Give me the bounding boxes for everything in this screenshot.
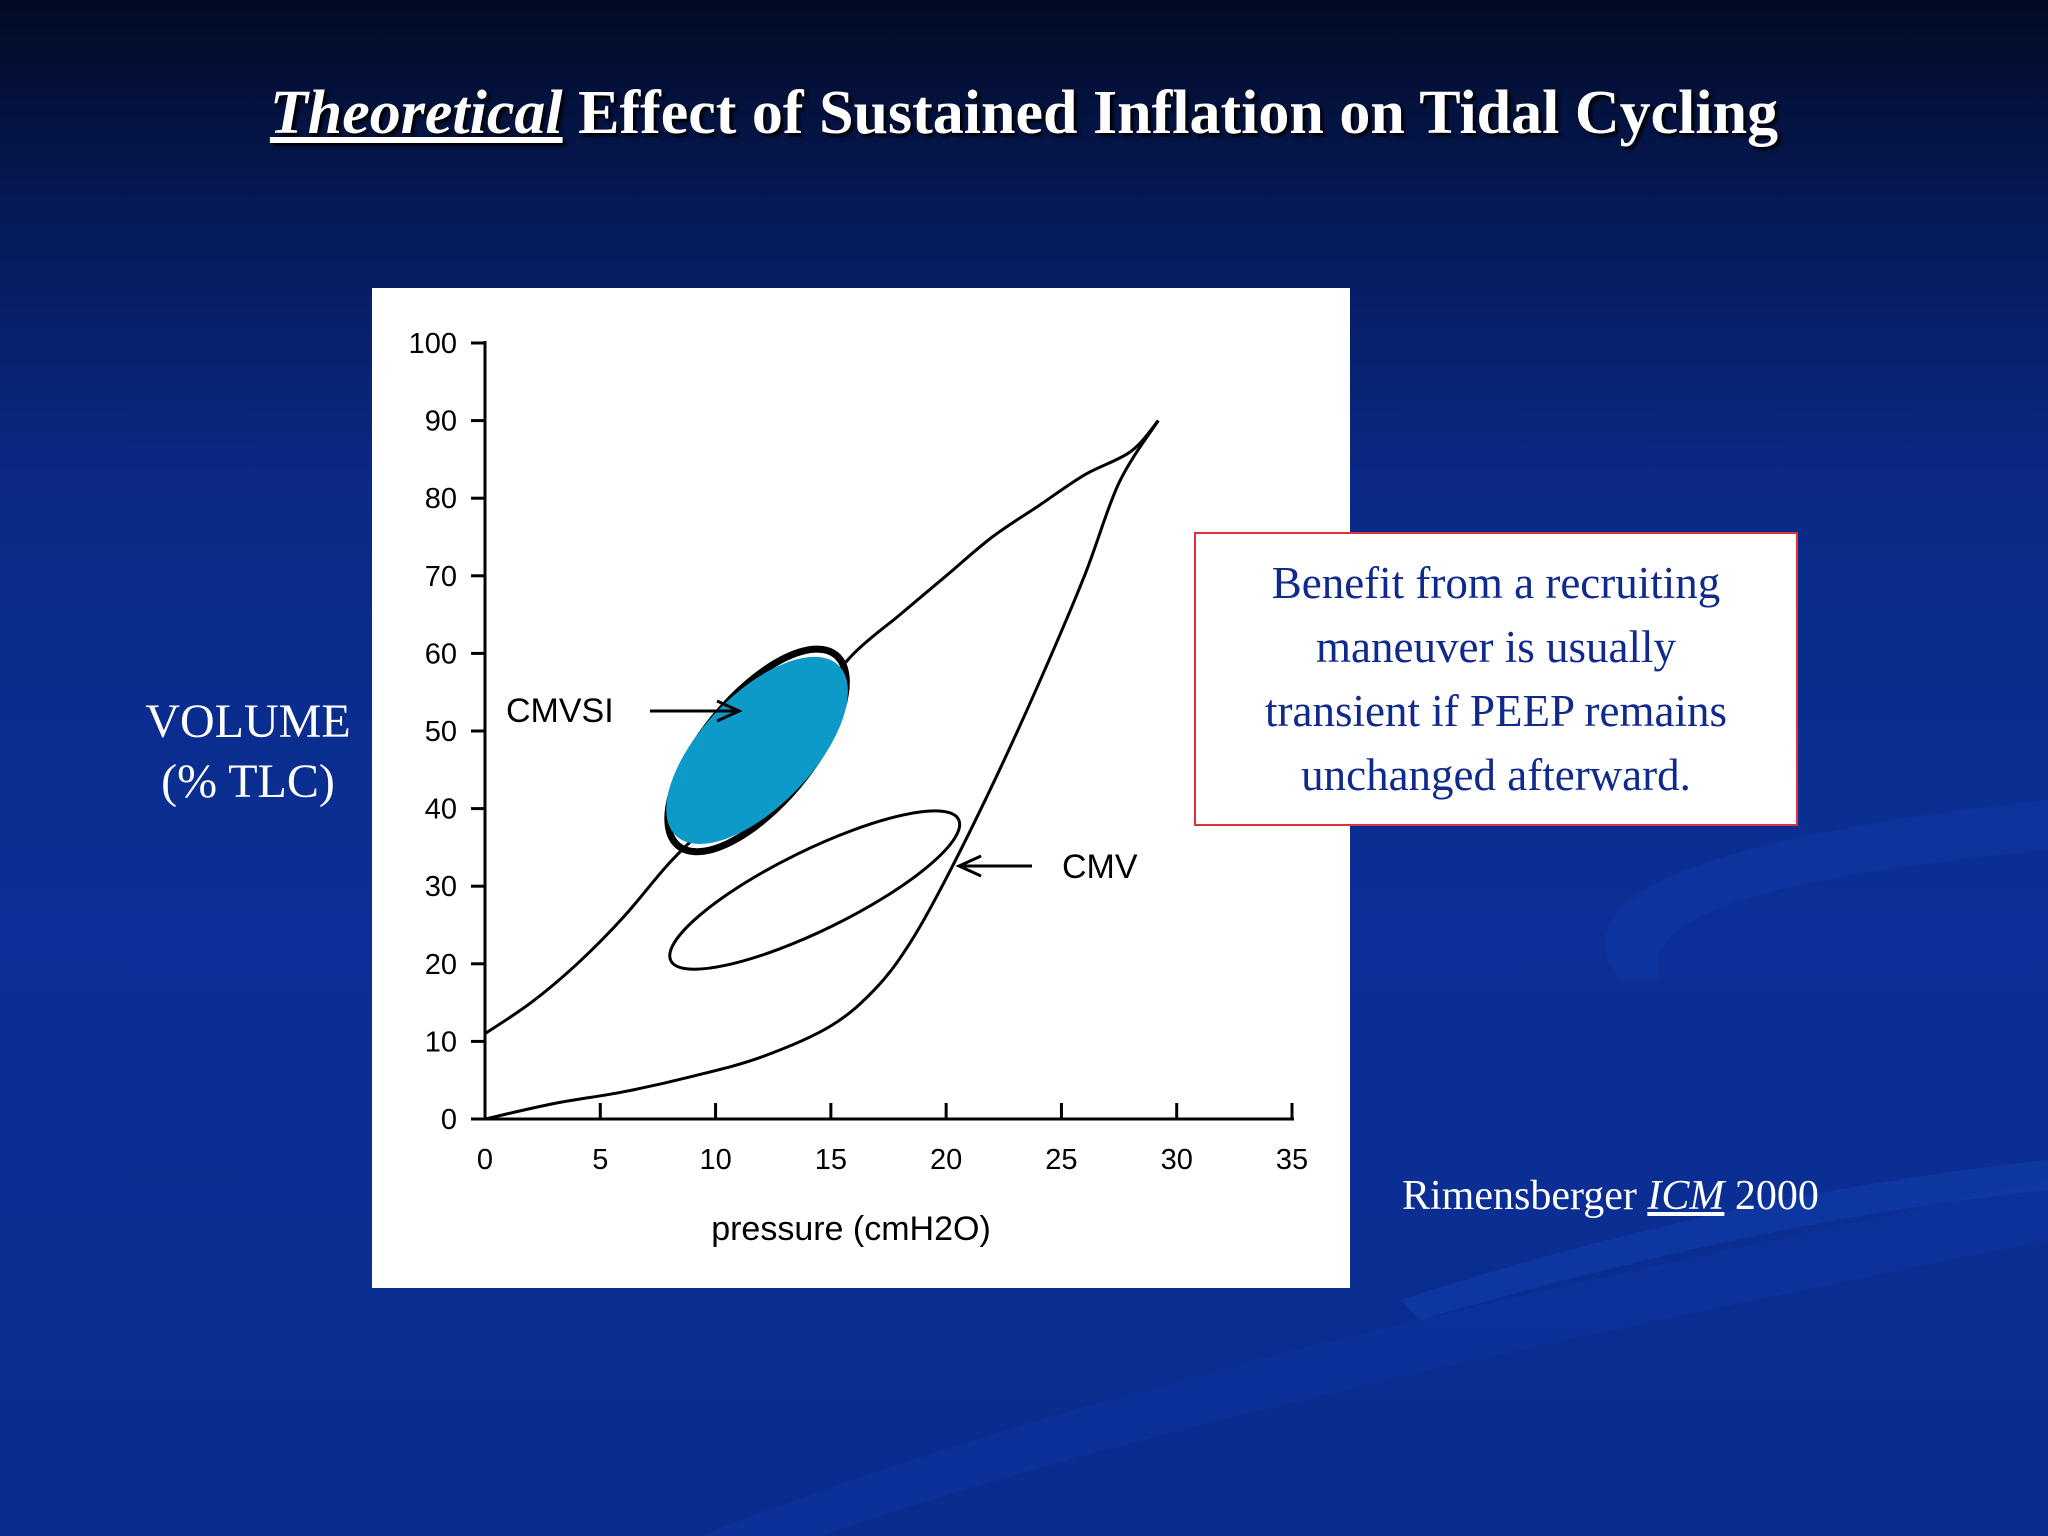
- title-rest: Effect of Sustained Inflation on Tidal C…: [562, 79, 1779, 147]
- cmvsi-arrow: [650, 699, 743, 723]
- y-axis-label-line1: VOLUME: [145, 695, 351, 748]
- title-emphasis: Theoretical: [269, 79, 563, 147]
- slide-title: Theoretical Effect of Sustained Inflatio…: [0, 78, 2048, 149]
- chart-curves: [484, 419, 1160, 1121]
- citation-author: Rimensberger: [1402, 1173, 1648, 1219]
- cmvsi-loop-fill: [666, 656, 848, 844]
- y-axis-label-line2: (% TLC): [161, 755, 335, 808]
- x-tick-label: 5: [592, 1144, 608, 1176]
- y-tick-label: 20: [425, 949, 457, 981]
- y-tick-label: 80: [425, 483, 457, 515]
- callout-line: unchanged afterward.: [1301, 750, 1691, 800]
- x-tick-label: 30: [1161, 1144, 1193, 1176]
- citation-year: 2000: [1724, 1173, 1819, 1219]
- cmv-loop: [668, 809, 962, 971]
- annotation-cmvsi: CMVSI: [506, 692, 614, 730]
- y-tick-label: 30: [425, 871, 457, 903]
- callout-line: transient if PEEP remains: [1265, 686, 1727, 736]
- cmv-arrow: [955, 854, 1032, 878]
- chart-panel: 0 5 10 15 20 25 30 35 0 10 20 30 40 50 60 70 80 90 100 CMV…: [372, 288, 1350, 1288]
- annotation-cmv: CMV: [1062, 848, 1138, 886]
- y-tick-label: 40: [425, 794, 457, 826]
- y-tick-label: 90: [425, 406, 457, 438]
- y-tick-label: 0: [441, 1104, 457, 1136]
- x-tick-label: 0: [477, 1144, 493, 1176]
- y-tick-label: 60: [425, 638, 457, 670]
- y-axis-label: VOLUME (% TLC): [118, 692, 378, 812]
- x-tick-label: 10: [699, 1144, 731, 1176]
- x-tick-label: 20: [930, 1144, 962, 1176]
- citation: Rimensberger ICM 2000: [1402, 1172, 1819, 1220]
- y-tick-label: 50: [425, 716, 457, 748]
- callout-box: Benefit from a recruiting maneuver is usu…: [1194, 532, 1798, 826]
- inflation-limb: [484, 419, 1160, 1121]
- x-tick-label: 15: [815, 1144, 847, 1176]
- x-tick-label: 25: [1045, 1144, 1077, 1176]
- pv-chart: 0 5 10 15 20 25 30 35 0 10 20 30 40 50 60 70 80 90 100 CMV…: [409, 328, 1309, 1248]
- y-tick-label: 10: [425, 1026, 457, 1058]
- chart-loops: [664, 645, 962, 971]
- y-tick-label: 70: [425, 561, 457, 593]
- y-tick-label: 100: [409, 328, 457, 360]
- callout-line: Benefit from a recruiting: [1271, 558, 1721, 608]
- chart-annotations: CMVSI CMV: [506, 692, 1138, 886]
- chart-axes: 0 5 10 15 20 25 30 35 0 10 20 30 40 50 60 70 80 90 100: [409, 328, 1309, 1176]
- x-tick-label: 35: [1276, 1144, 1308, 1176]
- callout-line: maneuver is usually: [1316, 622, 1676, 672]
- citation-journal: ICM: [1647, 1173, 1725, 1219]
- x-axis-label: pressure (cmH2O): [711, 1210, 991, 1248]
